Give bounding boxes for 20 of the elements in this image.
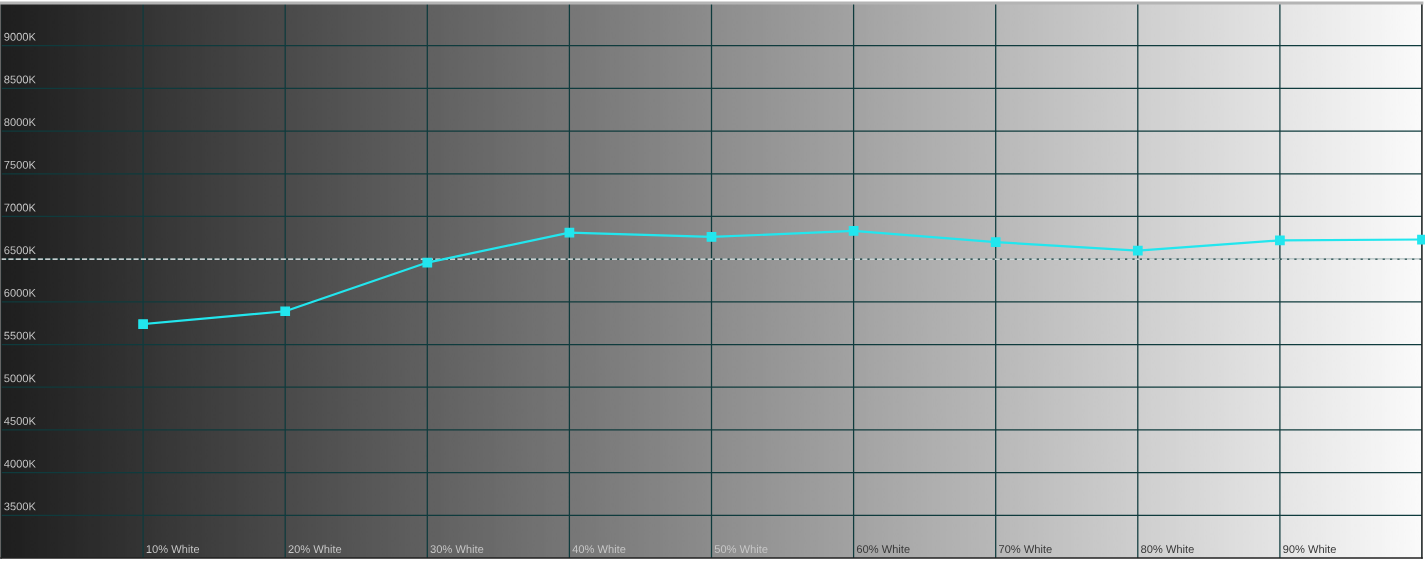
x-tick-label: 90% White xyxy=(1283,544,1336,554)
y-tick-label: 6000K xyxy=(4,289,36,297)
x-tick-label: 30% White xyxy=(430,544,484,554)
x-tick-label: 60% White xyxy=(856,544,910,554)
x-tick-label: 40% White xyxy=(572,544,626,554)
x-tick-label: 10% White xyxy=(146,544,200,554)
y-tick-label: 7000K xyxy=(4,203,36,212)
x-tick-label: 80% White xyxy=(1141,544,1194,554)
y-tick-label: 8000K xyxy=(4,118,36,127)
x-tick-label: 70% White xyxy=(999,544,1052,554)
y-tick-label: 4500K xyxy=(4,417,36,425)
y-tick-label: 5000K xyxy=(4,374,36,383)
y-tick-label: 6500K xyxy=(4,246,36,255)
y-tick-label: 5500K xyxy=(4,331,36,340)
x-tick-label: 20% White xyxy=(288,544,342,554)
y-tick-label: 7500K xyxy=(4,160,36,169)
y-tick-label: 4000K xyxy=(4,459,36,468)
y-tick-label: 9000K xyxy=(4,32,36,41)
y-tick-label: 3500K xyxy=(4,502,36,511)
y-tick-label: 8500K xyxy=(4,75,36,84)
